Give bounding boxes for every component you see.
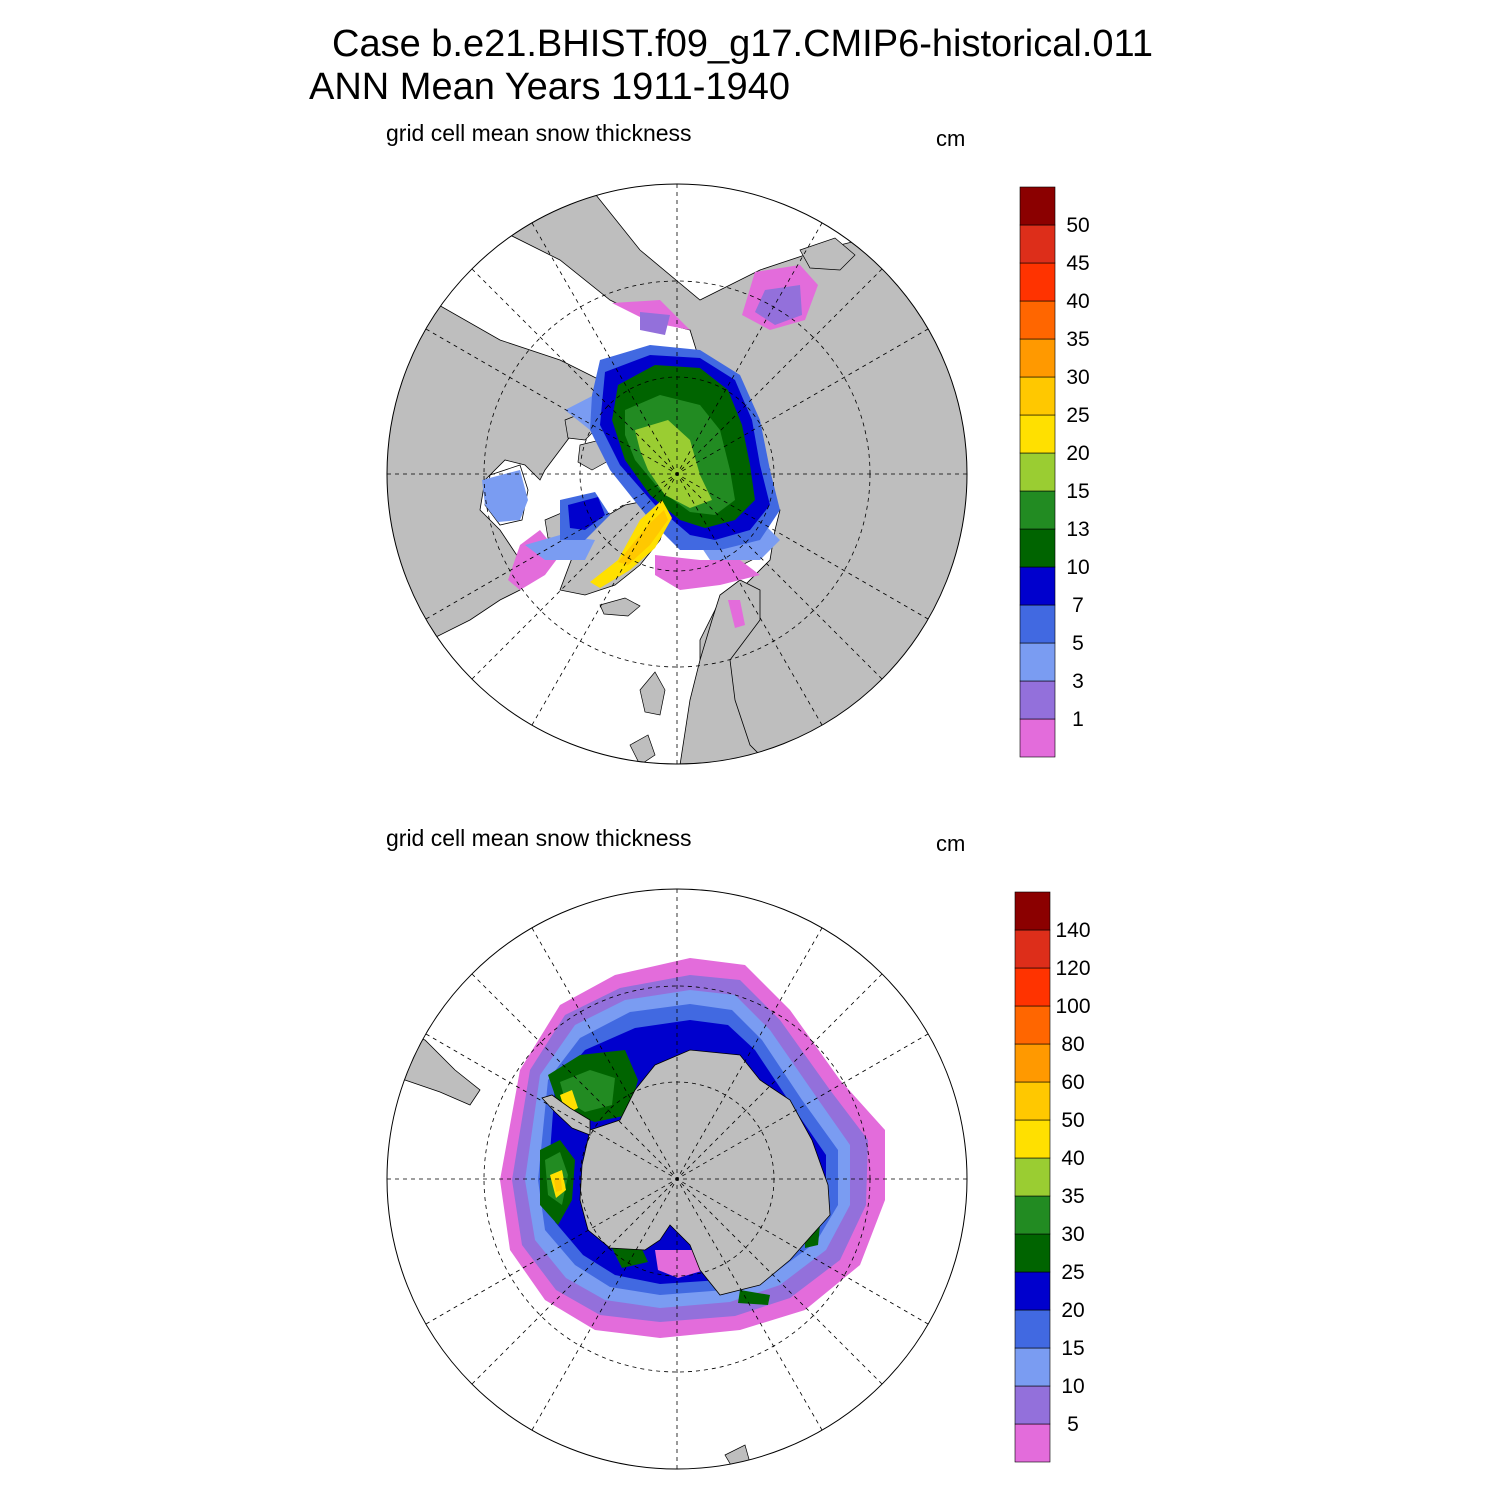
colorbar-tick-label: 3: [1072, 670, 1084, 693]
antarctic-colorbar: 5 10 15 20 25 30 35 40 50 60 80 100 120 140: [1014, 891, 1091, 1463]
colorbar-swatch: [1019, 262, 1056, 302]
colorbar-swatch: [1014, 1005, 1051, 1045]
colorbar-tick-label: 80: [1061, 1033, 1084, 1056]
colorbar-tick-label: 5: [1072, 632, 1084, 655]
colorbar-swatch: [1014, 1043, 1051, 1083]
colorbar-tick-label: 30: [1061, 1223, 1084, 1246]
colorbar-swatch: [1019, 414, 1056, 454]
figure-title-period: ANN Mean Years 1911-1940: [309, 66, 790, 108]
colorbar-swatch: [1019, 604, 1056, 644]
colorbar-swatch: [1014, 929, 1051, 969]
colorbar-swatch: [1019, 528, 1056, 568]
colorbar-tick-label: 60: [1061, 1071, 1084, 1094]
antarctic-plot-title: grid cell mean snow thickness: [386, 825, 692, 851]
colorbar-swatch: [1019, 376, 1056, 416]
colorbar-tick-label: 30: [1066, 366, 1089, 389]
colorbar-swatch: [1019, 566, 1056, 606]
colorbar-swatch: [1019, 224, 1056, 264]
colorbar-tick-label: 100: [1055, 995, 1090, 1018]
colorbar-swatch: [1014, 1309, 1051, 1349]
arctic-graticule: [387, 184, 967, 764]
colorbar-tick-label: 40: [1061, 1147, 1084, 1170]
antarctic-polar-map: [386, 888, 968, 1470]
antarctic-map-boundary: [386, 888, 968, 1470]
colorbar-swatch: [1019, 338, 1056, 378]
colorbar-tick-label: 15: [1066, 480, 1089, 503]
colorbar-swatch: [1014, 1195, 1051, 1235]
colorbar-tick-label: 20: [1066, 442, 1089, 465]
colorbar-swatch: [1014, 1081, 1051, 1121]
colorbar-tick-label: 35: [1061, 1185, 1084, 1208]
colorbar-swatch: [1019, 452, 1056, 492]
colorbar-swatch: [1014, 891, 1051, 931]
arctic-polar-map: [386, 183, 968, 765]
colorbar-swatch: [1019, 186, 1056, 226]
colorbar-tick-label: 50: [1066, 214, 1089, 237]
colorbar-tick-label: 15: [1061, 1337, 1084, 1360]
colorbar-tick-label: 40: [1066, 290, 1089, 313]
colorbar-swatch: [1019, 490, 1056, 530]
colorbar-swatch: [1014, 1157, 1051, 1197]
colorbar-swatch: [1019, 718, 1056, 758]
arctic-plot-title: grid cell mean snow thickness: [386, 120, 692, 146]
colorbar-tick-label: 50: [1061, 1109, 1084, 1132]
antarctic-land-layer: [389, 1029, 831, 1469]
arctic-snow-fields: [482, 265, 818, 628]
colorbar-tick-label: 35: [1066, 328, 1089, 351]
colorbar-tick-label: 7: [1072, 594, 1084, 617]
colorbar-swatch: [1014, 967, 1051, 1007]
colorbar-swatch: [1014, 1385, 1051, 1425]
colorbar-tick-label: 5: [1067, 1413, 1079, 1436]
colorbar-swatch: [1019, 642, 1056, 682]
colorbar-tick-label: 45: [1066, 252, 1089, 275]
colorbar-tick-label: 10: [1061, 1375, 1084, 1398]
colorbar-tick-label: 1: [1072, 708, 1084, 731]
colorbar-tick-label: 120: [1055, 957, 1090, 980]
colorbar-tick-label: 20: [1061, 1299, 1084, 1322]
colorbar-swatch: [1014, 1233, 1051, 1273]
colorbar-swatch: [1019, 300, 1056, 340]
colorbar-tick-label: 13: [1066, 518, 1089, 541]
figure-title-case: Case b.e21.BHIST.f09_g17.CMIP6-historica…: [332, 23, 1153, 65]
colorbar-swatch: [1019, 680, 1056, 720]
antarctic-units-label: cm: [936, 831, 966, 856]
colorbar-tick-label: 10: [1066, 556, 1089, 579]
colorbar-swatch: [1014, 1347, 1051, 1387]
colorbar-tick-label: 140: [1055, 919, 1090, 942]
antarctic-graticule: [387, 889, 967, 1469]
arctic-units-label: cm: [936, 126, 966, 151]
arctic-map-boundary: [386, 183, 968, 765]
colorbar-swatch: [1014, 1271, 1051, 1311]
colorbar-tick-label: 25: [1061, 1261, 1084, 1284]
colorbar-swatch: [1014, 1119, 1051, 1159]
colorbar-swatch: [1014, 1423, 1051, 1463]
colorbar-tick-label: 25: [1066, 404, 1089, 427]
